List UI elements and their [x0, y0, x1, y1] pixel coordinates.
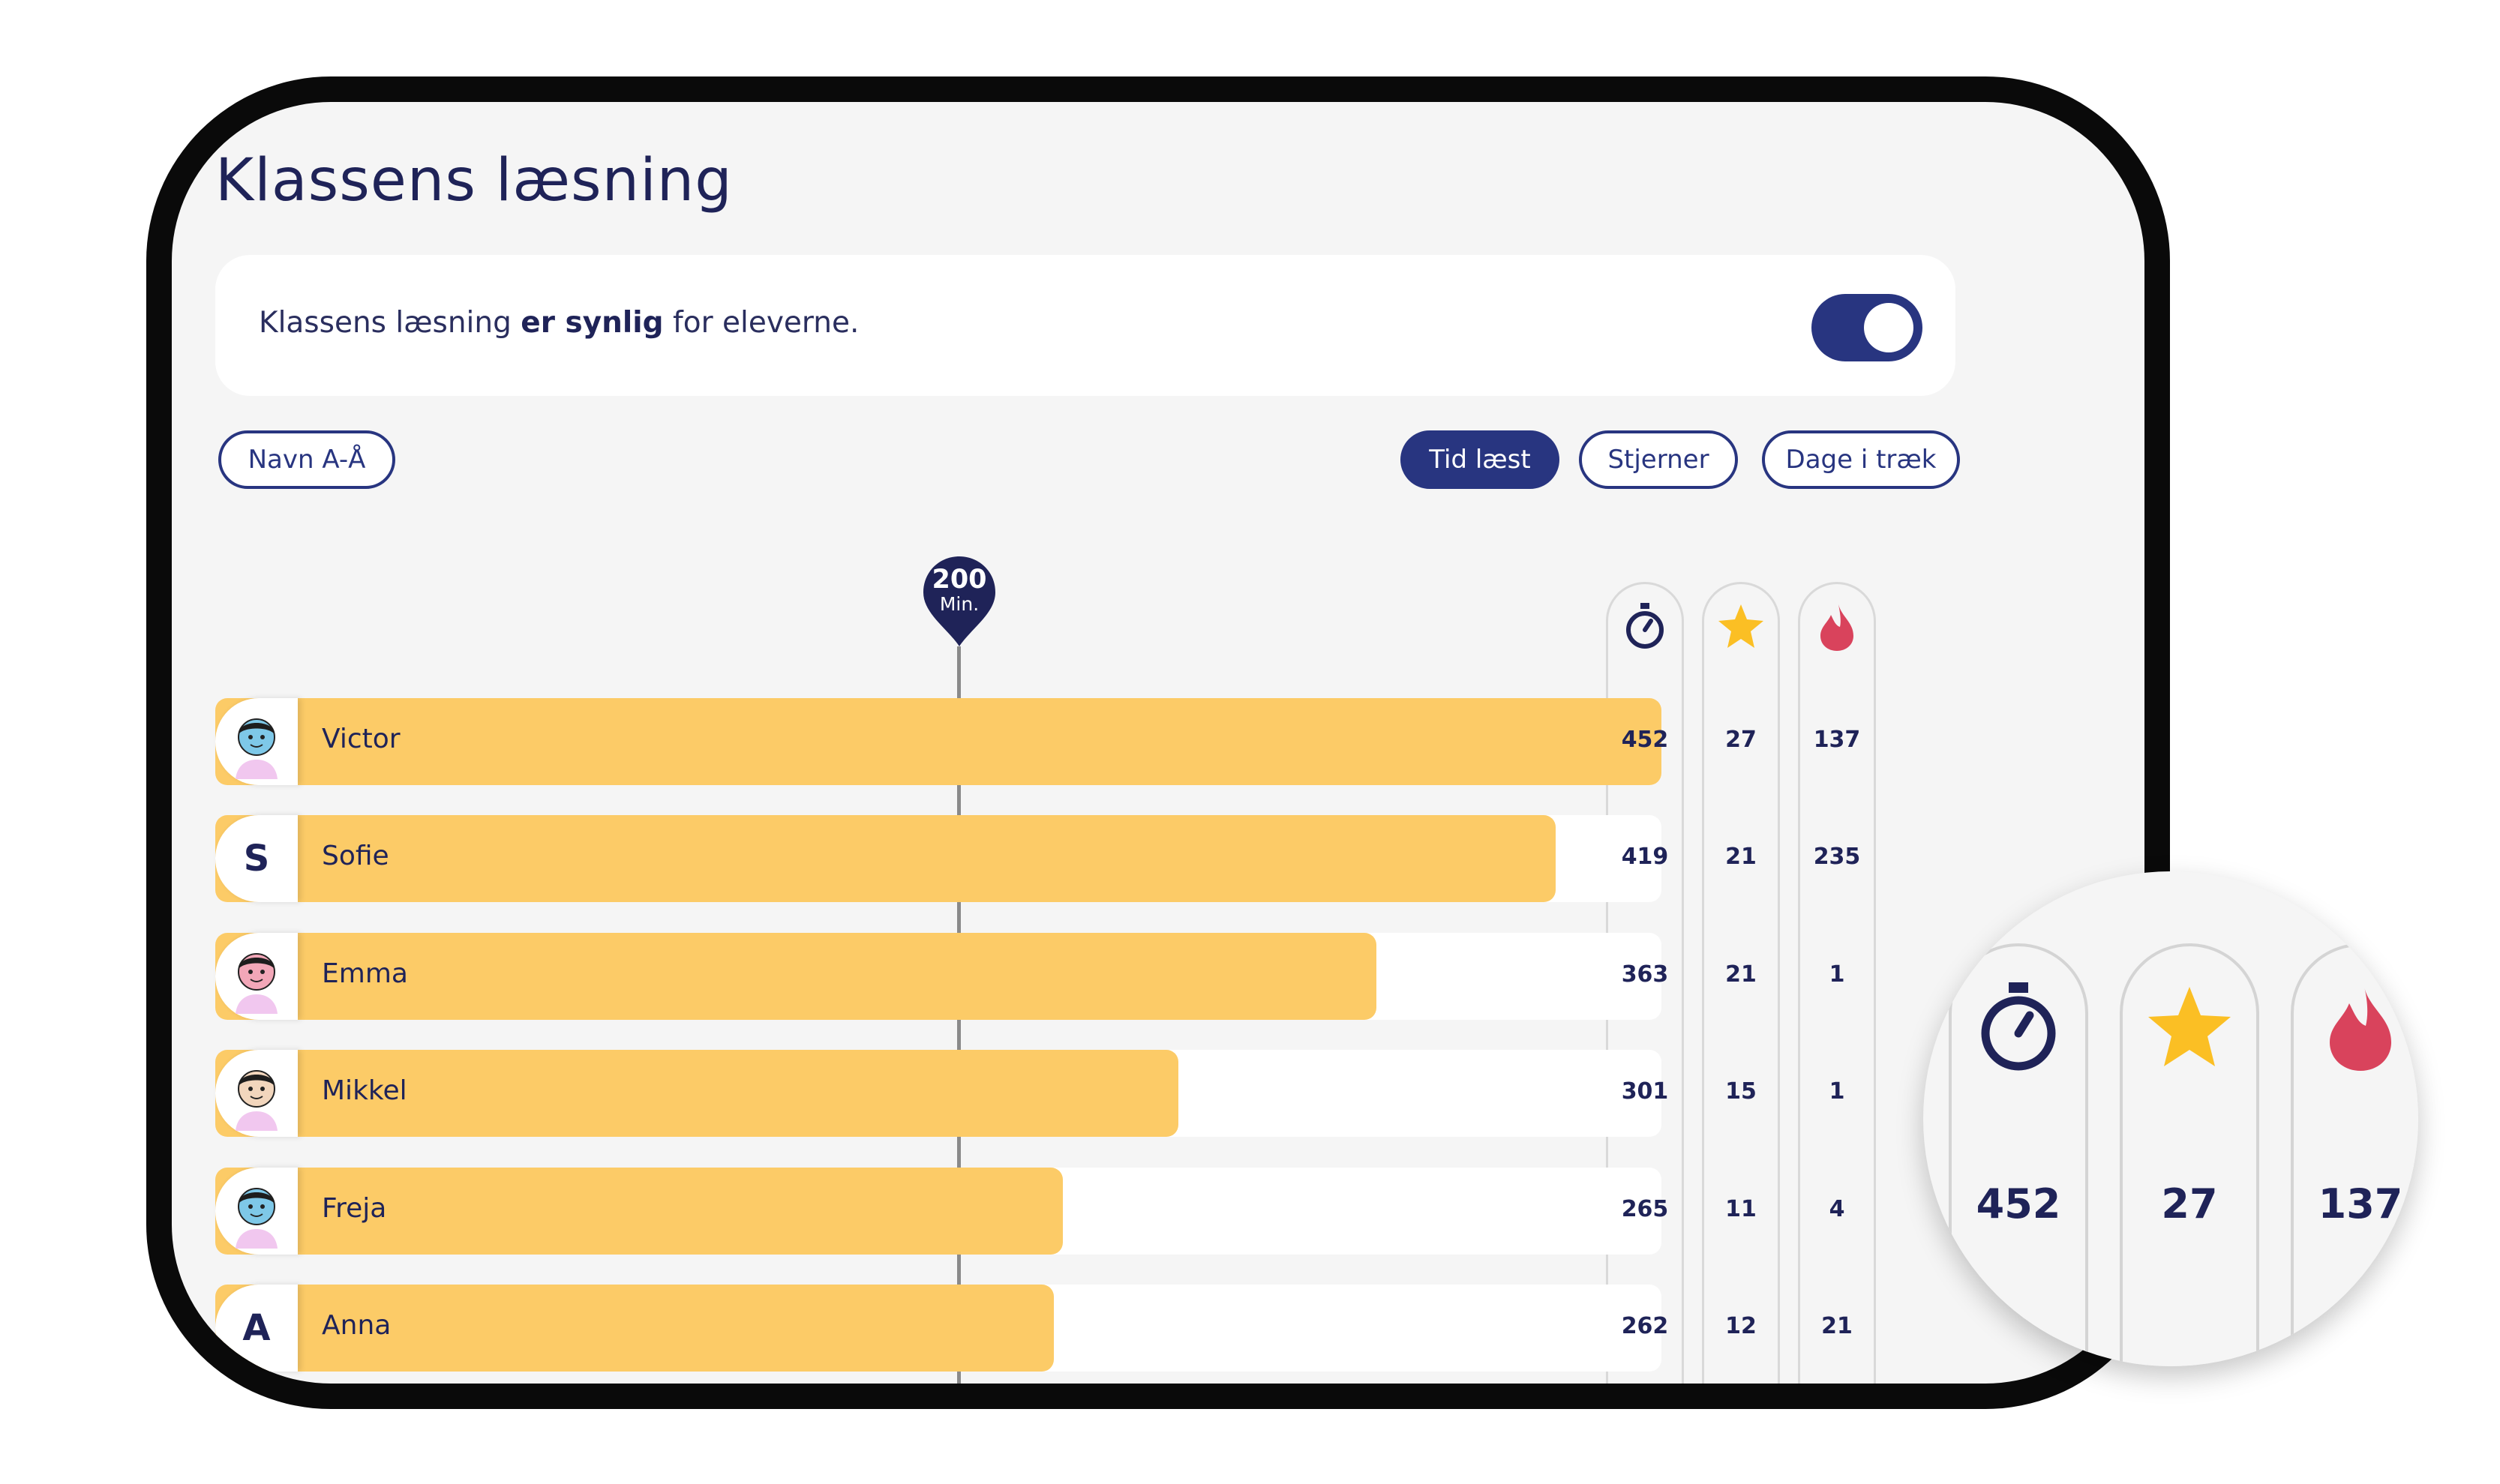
visibility-text-bold: er synlig	[521, 306, 664, 340]
student-name: Emma	[322, 958, 408, 989]
sort-streak-button[interactable]: Dage i træk	[1762, 430, 1960, 489]
student-streak-value: 235	[1813, 844, 1861, 870]
zoom-minutes-column	[1949, 943, 2088, 1366]
student-time-bar[interactable]	[215, 698, 1661, 785]
student-name: Anna	[322, 1310, 392, 1341]
student-stars-value: 21	[1725, 844, 1757, 870]
tablet-frame: Klassens læsning Klassens læsning er syn…	[146, 76, 2170, 1409]
goal-marker-value: 200	[932, 565, 987, 595]
student-name: Victor	[322, 724, 401, 754]
sort-time-button[interactable]: Tid læst	[1400, 430, 1559, 489]
zoom-stars-value: 27	[2161, 1180, 2218, 1228]
zoom-minutes-value: 452	[1976, 1180, 2061, 1228]
avatar-illustration	[236, 953, 278, 1014]
student-streak-value: 21	[1821, 1313, 1853, 1339]
page-title: Klassens læsning	[215, 147, 733, 214]
toggle-knob	[1864, 303, 1913, 352]
avatar-letter: A	[242, 1307, 271, 1349]
student-minutes-value: 452	[1621, 727, 1669, 753]
student-time-bar[interactable]	[215, 1285, 1054, 1372]
avatar-illustration	[236, 1070, 278, 1131]
student-name: Mikkel	[322, 1075, 407, 1106]
student-time-bar[interactable]	[215, 815, 1556, 902]
avatar: S	[215, 815, 298, 902]
stopwatch-icon	[1626, 603, 1664, 649]
zoom-flame-icon	[2330, 987, 2391, 1071]
goal-marker	[923, 556, 995, 646]
student-stars-value: 12	[1725, 1313, 1757, 1339]
visibility-toggle[interactable]	[1811, 294, 1922, 361]
goal-marker-label: 200 Min.	[922, 565, 997, 615]
zoom-lens: 452 27 137	[1923, 871, 2418, 1366]
visibility-text: Klassens læsning er synlig for eleverne.	[259, 306, 859, 340]
avatar-illustration	[236, 1188, 278, 1249]
student-stars-value: 21	[1725, 961, 1757, 988]
student-minutes-value: 363	[1621, 961, 1669, 988]
avatar	[215, 933, 298, 1020]
tablet-screen: Klassens læsning Klassens læsning er syn…	[172, 102, 2144, 1384]
student-time-bar[interactable]	[215, 1168, 1063, 1255]
flame-icon	[1820, 604, 1853, 651]
student-stars-value: 15	[1725, 1078, 1757, 1105]
student-name: Freja	[322, 1193, 387, 1224]
student-streak-value: 1	[1829, 961, 1845, 988]
stars-column	[1702, 582, 1780, 1384]
sort-stars-button[interactable]: Stjerner	[1579, 430, 1738, 489]
student-time-bar[interactable]	[215, 933, 1376, 1020]
avatar	[215, 1168, 298, 1255]
avatar	[215, 698, 298, 785]
avatar-letter: S	[243, 838, 270, 880]
avatar	[215, 1050, 298, 1137]
student-stars-value: 11	[1725, 1196, 1757, 1222]
student-streak-value: 137	[1813, 727, 1861, 753]
star-icon	[1718, 604, 1763, 648]
zoom-stopwatch-icon	[1981, 982, 2056, 1071]
student-time-bar[interactable]	[215, 1050, 1178, 1137]
student-streak-value: 1	[1829, 1078, 1845, 1105]
student-minutes-value: 419	[1621, 844, 1669, 870]
zoom-star-icon	[2148, 987, 2231, 1066]
visibility-text-end: for eleverne.	[663, 306, 860, 340]
student-minutes-value: 265	[1621, 1196, 1669, 1222]
goal-marker-unit: Min.	[939, 593, 980, 615]
student-name: Sofie	[322, 841, 389, 871]
visibility-text-start: Klassens læsning	[259, 306, 521, 340]
sort-name-button[interactable]: Navn A-Å	[218, 430, 395, 489]
zoom-streak-value: 137	[2318, 1180, 2403, 1228]
avatar-illustration	[236, 718, 278, 779]
student-minutes-value: 262	[1621, 1313, 1669, 1339]
streak-column	[1798, 582, 1876, 1384]
student-streak-value: 4	[1829, 1196, 1845, 1222]
avatar: A	[215, 1285, 298, 1372]
student-stars-value: 27	[1725, 727, 1757, 753]
visibility-card: Klassens læsning er synlig for eleverne.	[215, 255, 1955, 396]
student-minutes-value: 301	[1621, 1078, 1669, 1105]
